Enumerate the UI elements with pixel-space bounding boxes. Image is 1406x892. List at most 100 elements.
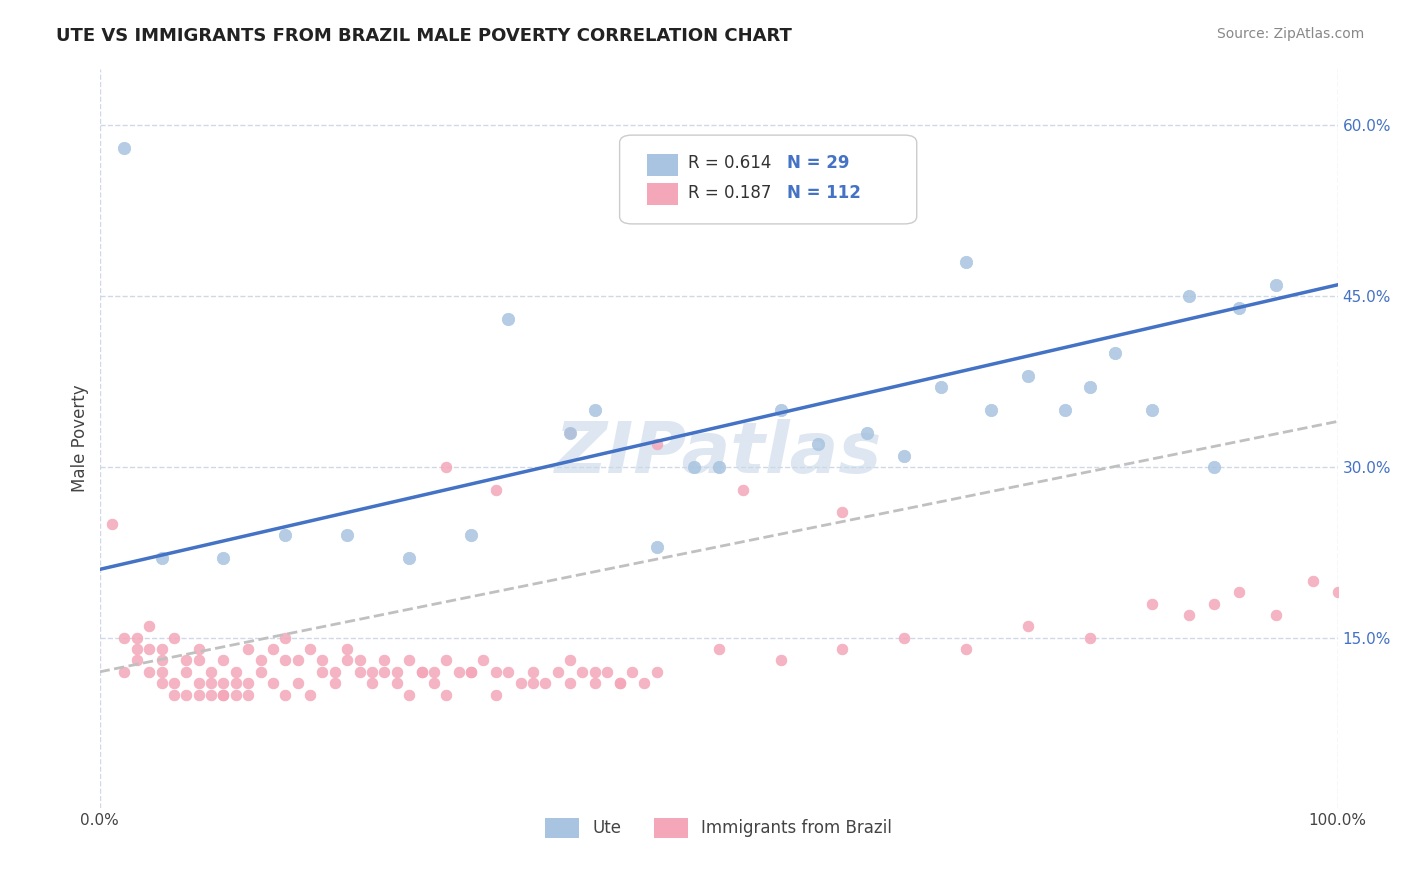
Point	[955, 255, 977, 269]
Point	[583, 665, 606, 679]
Point	[1078, 380, 1101, 394]
Point	[361, 665, 384, 679]
Point	[931, 380, 953, 394]
Point	[373, 653, 395, 667]
Point	[212, 676, 235, 690]
Point	[287, 653, 309, 667]
Point	[460, 665, 482, 679]
Point	[336, 642, 359, 657]
Point	[1104, 346, 1126, 360]
Point	[274, 528, 297, 542]
Point	[423, 665, 446, 679]
Point	[249, 665, 271, 679]
Point	[645, 665, 668, 679]
Point	[299, 642, 322, 657]
Point	[1017, 368, 1039, 383]
Point	[609, 676, 631, 690]
Point	[187, 688, 209, 702]
Point	[225, 676, 247, 690]
Point	[336, 528, 359, 542]
Point	[187, 642, 209, 657]
Point	[534, 676, 557, 690]
Point	[1202, 459, 1225, 474]
Point	[620, 665, 643, 679]
Point	[125, 631, 148, 645]
Point	[311, 653, 333, 667]
Point	[955, 642, 977, 657]
Point	[323, 676, 346, 690]
Point	[485, 665, 508, 679]
Point	[112, 631, 135, 645]
Point	[163, 688, 186, 702]
Point	[238, 688, 260, 702]
Point	[1264, 607, 1286, 622]
Point	[571, 665, 593, 679]
Point	[323, 665, 346, 679]
Point	[460, 528, 482, 542]
Point	[150, 551, 173, 566]
Point	[200, 688, 222, 702]
Point	[411, 665, 433, 679]
Point	[558, 653, 581, 667]
FancyBboxPatch shape	[647, 153, 678, 176]
FancyBboxPatch shape	[620, 135, 917, 224]
Point	[423, 676, 446, 690]
Point	[163, 631, 186, 645]
Point	[609, 676, 631, 690]
Point	[200, 676, 222, 690]
Text: N = 112: N = 112	[787, 184, 860, 202]
Point	[1178, 289, 1201, 303]
Point	[683, 459, 706, 474]
Point	[385, 665, 408, 679]
Point	[558, 425, 581, 440]
Point	[633, 676, 655, 690]
Point	[583, 676, 606, 690]
Point	[434, 459, 457, 474]
Point	[349, 665, 371, 679]
Point	[707, 642, 730, 657]
Point	[1017, 619, 1039, 633]
Point	[238, 642, 260, 657]
Point	[274, 631, 297, 645]
Point	[398, 688, 420, 702]
Point	[299, 688, 322, 702]
Point	[769, 653, 792, 667]
Point	[558, 676, 581, 690]
Point	[509, 676, 531, 690]
Point	[460, 665, 482, 679]
Text: N = 29: N = 29	[787, 154, 849, 172]
Point	[373, 665, 395, 679]
Point	[163, 676, 186, 690]
Point	[225, 665, 247, 679]
Point	[262, 642, 284, 657]
Point	[138, 619, 160, 633]
Point	[150, 665, 173, 679]
Point	[398, 653, 420, 667]
Point	[831, 642, 853, 657]
Text: R = 0.614: R = 0.614	[688, 154, 770, 172]
Point	[645, 540, 668, 554]
Point	[212, 688, 235, 702]
Text: Source: ZipAtlas.com: Source: ZipAtlas.com	[1216, 27, 1364, 41]
Point	[138, 642, 160, 657]
Point	[1302, 574, 1324, 588]
Point	[522, 665, 544, 679]
Text: ZIPatlas: ZIPatlas	[555, 418, 883, 488]
Point	[187, 653, 209, 667]
Point	[274, 653, 297, 667]
Point	[311, 665, 333, 679]
FancyBboxPatch shape	[647, 183, 678, 205]
Point	[176, 653, 198, 667]
Point	[485, 483, 508, 497]
Point	[176, 688, 198, 702]
Point	[980, 403, 1002, 417]
Point	[596, 665, 619, 679]
Point	[150, 653, 173, 667]
Point	[349, 653, 371, 667]
Point	[225, 688, 247, 702]
Point	[150, 642, 173, 657]
Point	[1078, 631, 1101, 645]
Point	[274, 688, 297, 702]
Point	[385, 676, 408, 690]
Point	[472, 653, 495, 667]
